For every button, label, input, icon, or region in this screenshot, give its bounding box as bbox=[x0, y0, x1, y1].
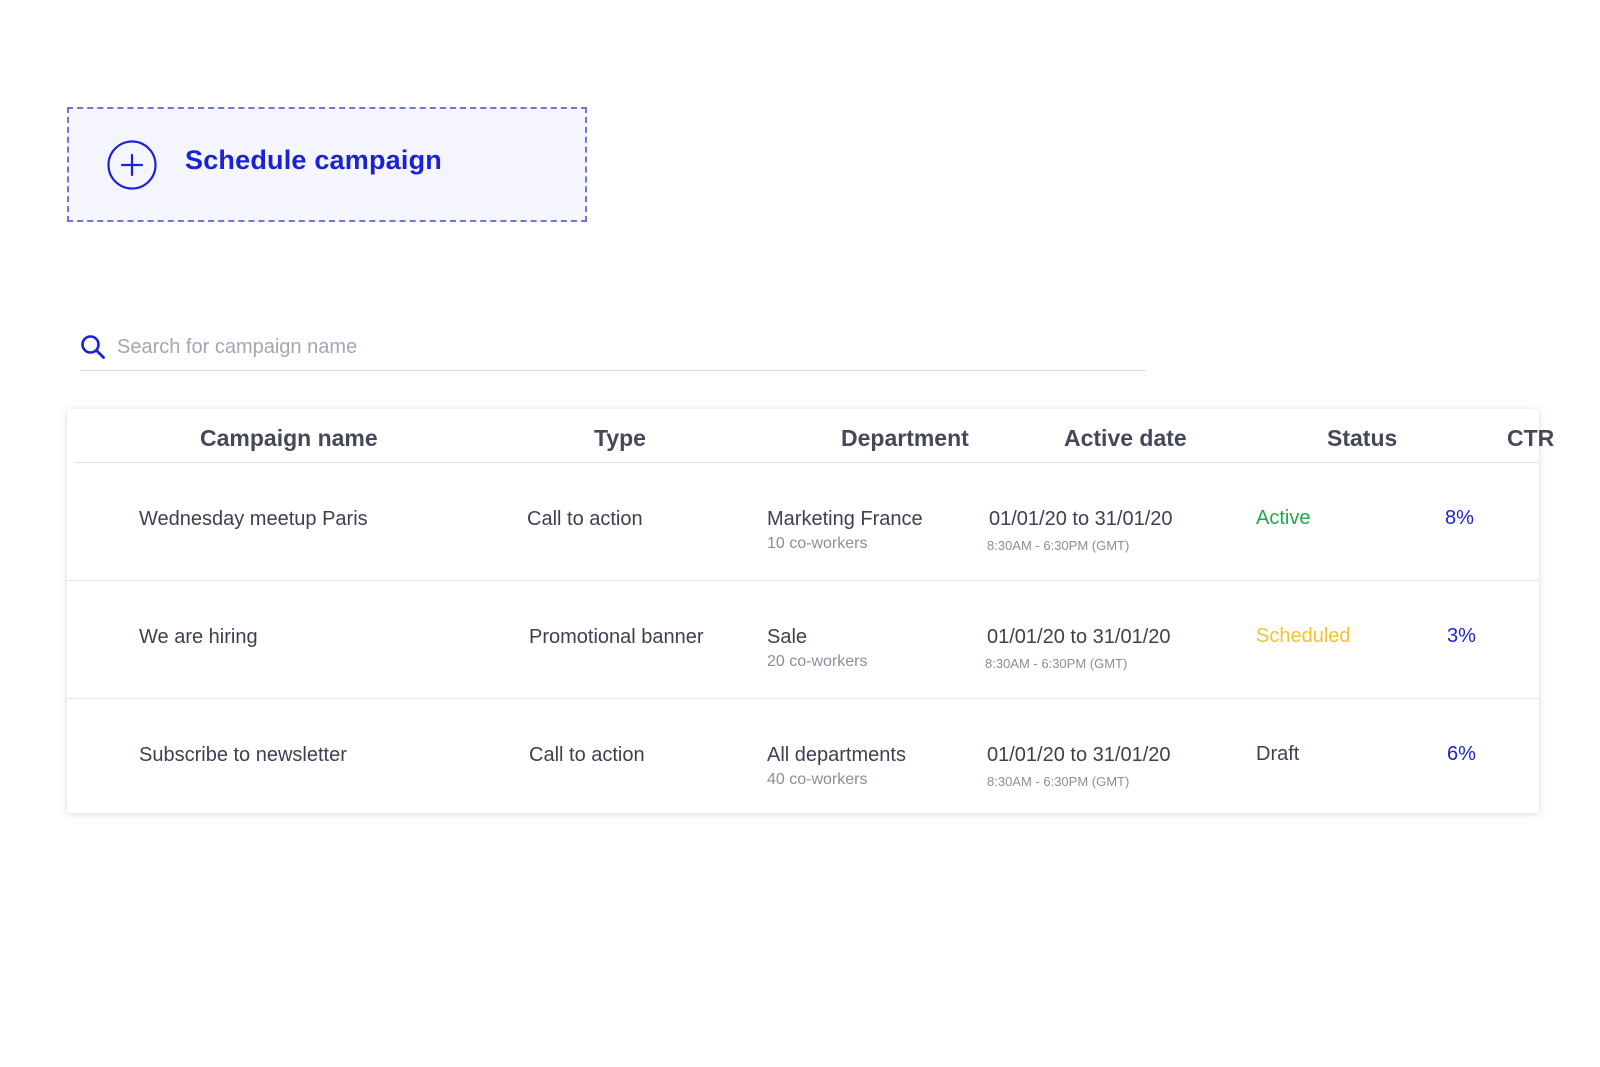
header-campaign-name[interactable]: Campaign name bbox=[200, 425, 378, 451]
campaign-type: Promotional banner bbox=[529, 626, 704, 648]
ctr-value: 6% bbox=[1447, 743, 1476, 765]
status-label: Scheduled bbox=[1256, 625, 1351, 647]
department-name: All departments bbox=[767, 744, 906, 766]
active-time-range: 8:30AM - 6:30PM (GMT) bbox=[985, 656, 1128, 671]
active-date-range: 01/01/20 to 31/01/20 bbox=[987, 744, 1171, 766]
status-label: Active bbox=[1256, 507, 1311, 529]
row-divider bbox=[67, 580, 1539, 581]
table-row[interactable]: Wednesday meetup Paris Call to action Ma… bbox=[67, 463, 1539, 580]
campaign-type: Call to action bbox=[527, 508, 643, 530]
header-active-date[interactable]: Active date bbox=[1064, 425, 1187, 451]
department-coworkers: 40 co-workers bbox=[767, 771, 868, 788]
active-time-range: 8:30AM - 6:30PM (GMT) bbox=[987, 774, 1130, 789]
department-name: Sale bbox=[767, 626, 808, 648]
schedule-campaign-label: Schedule campaign bbox=[185, 145, 442, 175]
campaign-name: We are hiring bbox=[139, 626, 258, 648]
search-icon bbox=[81, 335, 105, 359]
department-coworkers: 20 co-workers bbox=[767, 653, 868, 670]
table-row[interactable]: We are hiring Promotional banner Sale 20… bbox=[67, 581, 1539, 698]
table-header: Campaign name Type Department Active dat… bbox=[74, 409, 1554, 463]
header-status[interactable]: Status bbox=[1327, 425, 1398, 451]
plus-circle-icon bbox=[107, 140, 157, 190]
header-department[interactable]: Department bbox=[841, 425, 969, 451]
department-name: Marketing France bbox=[767, 508, 923, 530]
campaigns-table: Campaign name Type Department Active dat… bbox=[67, 409, 1554, 816]
status-label: Draft bbox=[1256, 743, 1300, 765]
header-ctr[interactable]: CTR bbox=[1507, 425, 1555, 451]
active-time-range: 8:30AM - 6:30PM (GMT) bbox=[987, 538, 1130, 553]
department-coworkers: 10 co-workers bbox=[767, 535, 868, 552]
campaign-name: Subscribe to newsletter bbox=[139, 744, 347, 766]
campaign-name: Wednesday meetup Paris bbox=[139, 508, 368, 530]
search-input[interactable] bbox=[117, 330, 1117, 364]
active-date-range: 01/01/20 to 31/01/20 bbox=[987, 626, 1171, 648]
table-row[interactable]: Subscribe to newsletter Call to action A… bbox=[67, 699, 1539, 816]
campaign-type: Call to action bbox=[529, 744, 645, 766]
campaign-search bbox=[80, 330, 1146, 371]
active-date-range: 01/01/20 to 31/01/20 bbox=[989, 508, 1173, 530]
ctr-value: 8% bbox=[1445, 507, 1474, 529]
schedule-campaign-button[interactable]: Schedule campaign bbox=[67, 107, 587, 222]
header-type[interactable]: Type bbox=[594, 425, 646, 451]
ctr-value: 3% bbox=[1447, 625, 1476, 647]
row-divider bbox=[67, 698, 1539, 699]
